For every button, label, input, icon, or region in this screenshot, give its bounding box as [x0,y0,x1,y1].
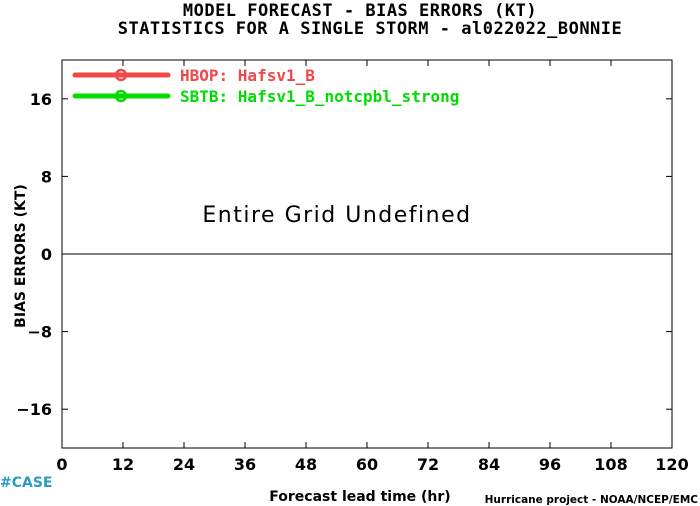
x-tick-label: 36 [234,455,256,474]
x-tick-label: 108 [594,455,627,474]
x-axis-label: Forecast lead time (hr) [269,489,450,505]
y-tick-label: 8 [41,167,52,186]
legend-label: HBOP: Hafsv1_B [180,66,315,85]
undefined-grid-annotation: Entire Grid Undefined [202,203,471,228]
case-label: #CASE [0,475,53,491]
y-axis: −16 −8 0 8 16 [16,90,672,419]
legend-marker [114,68,128,82]
x-tick-label: 84 [478,455,500,474]
credit-text: Hurricane project - NOAA/NCEP/EMC [485,494,699,506]
legend-marker [114,89,128,103]
y-axis-label: BIAS ERRORS (KT) [13,184,29,328]
chart-subtitle: STATISTICS FOR A SINGLE STORM - al022022… [117,19,623,39]
x-tick-label: 96 [539,455,561,474]
y-tick-label: 16 [30,90,52,109]
legend: HBOP: Hafsv1_B SBTB: Hafsv1_B_notcpbl_str… [72,66,459,106]
x-axis: 0 12 24 36 48 60 72 84 96 108 120 [56,60,689,474]
chart-title: MODEL FORECAST - BIAS ERRORS (KT) [182,1,538,21]
x-tick-label: 60 [356,455,378,474]
y-tick-label: 0 [41,245,52,264]
y-tick-label: −16 [16,400,52,419]
x-tick-label: 24 [173,455,195,474]
x-tick-label: 120 [655,455,688,474]
y-tick-label: −8 [27,323,52,342]
x-tick-label: 72 [417,455,439,474]
x-tick-label: 48 [295,455,317,474]
x-tick-label: 12 [112,455,134,474]
x-tick-label: 0 [56,455,67,474]
legend-label: SBTB: Hafsv1_B_notcpbl_strong [180,87,459,106]
